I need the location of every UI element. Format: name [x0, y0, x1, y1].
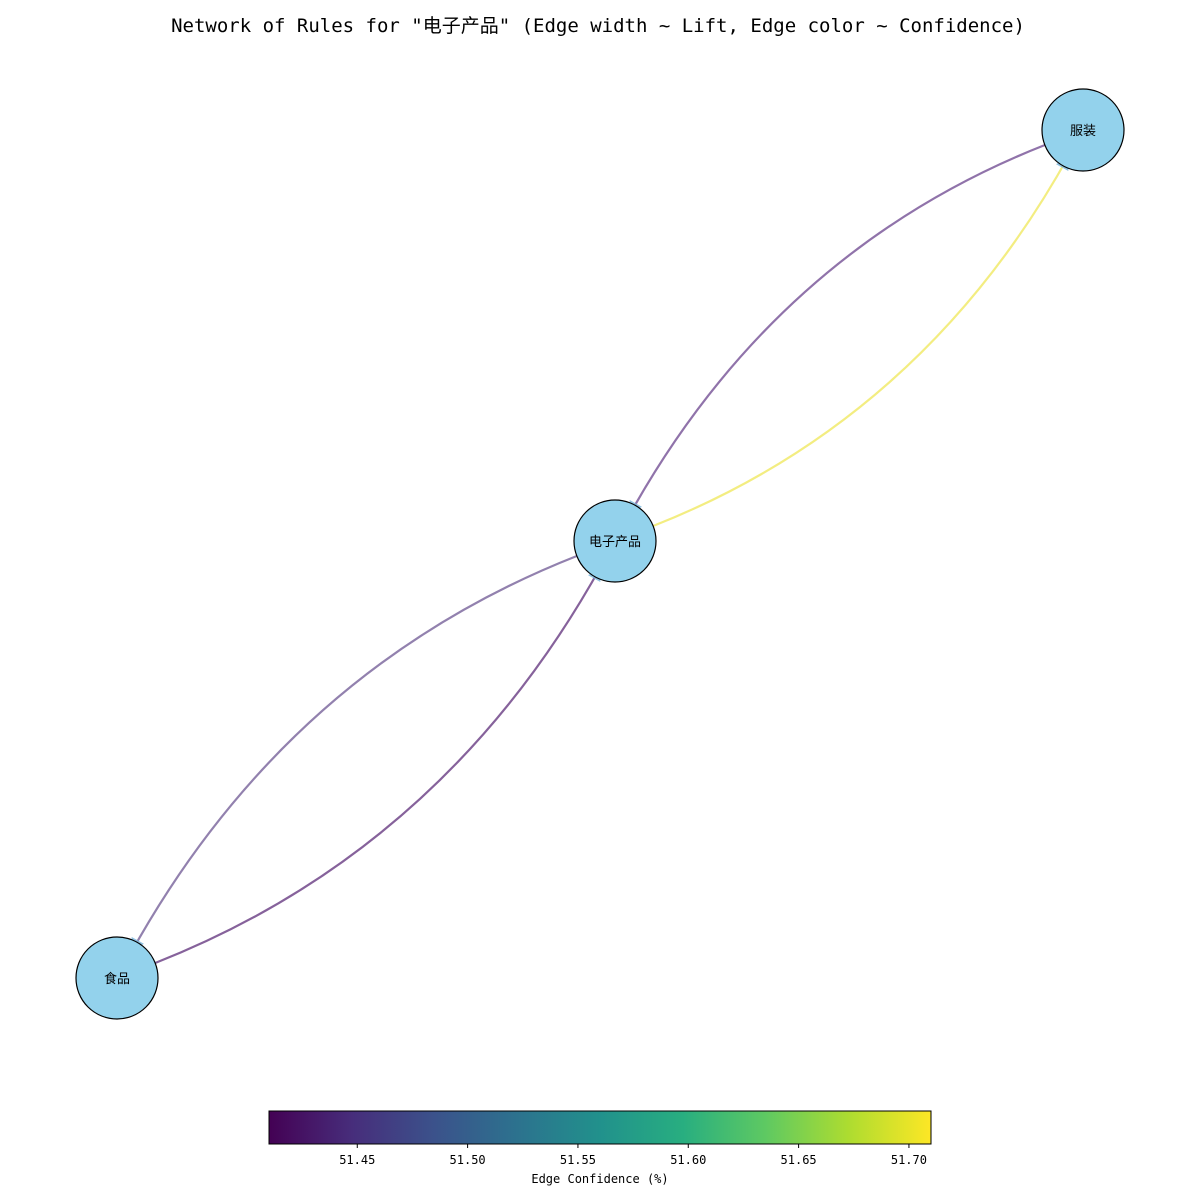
- node-circle-food: [75, 936, 159, 1020]
- edge-food-to-electronics: [154, 564, 603, 965]
- colorbar-tick-label: 51.70: [891, 1153, 927, 1167]
- colorbar-ticks: 51.45 51.50 51.55 51.60 51.65 51.70: [339, 1144, 927, 1167]
- node-clothing: 服装: [1041, 88, 1125, 172]
- chart-title: Network of Rules for "电子产品" (Edge width …: [171, 15, 1025, 37]
- colorbar-tick-label: 51.50: [450, 1153, 486, 1167]
- edge-electronics-to-food: [129, 554, 578, 955]
- colorbar: 51.45 51.50 51.55 51.60 51.65 51.70 Edge Conf…: [268, 1110, 932, 1186]
- edge-clothing-to-electronics: [627, 143, 1046, 518]
- colorbar-label: Edge Confidence (%): [531, 1172, 668, 1186]
- node-circle-clothing: [1041, 88, 1125, 172]
- colorbar-tick-label: 51.65: [781, 1153, 817, 1167]
- colorbar-tick-label: 51.60: [670, 1153, 706, 1167]
- node-circle-electronics: [573, 499, 657, 583]
- node-label-food: 食品: [104, 971, 130, 987]
- node-label-electronics: 电子产品: [589, 535, 641, 550]
- colorbar-gradient: [268, 1110, 932, 1145]
- node-label-clothing: 服装: [1070, 124, 1096, 139]
- edge-electronics-to-clothing: [652, 153, 1071, 528]
- node-electronics: 电子产品: [573, 499, 657, 583]
- node-layer: 食品 电子产品 服装: [75, 88, 1125, 1020]
- node-food: 食品: [75, 936, 159, 1020]
- colorbar-tick-label: 51.45: [339, 1153, 375, 1167]
- colorbar-tick-label: 51.55: [560, 1153, 596, 1167]
